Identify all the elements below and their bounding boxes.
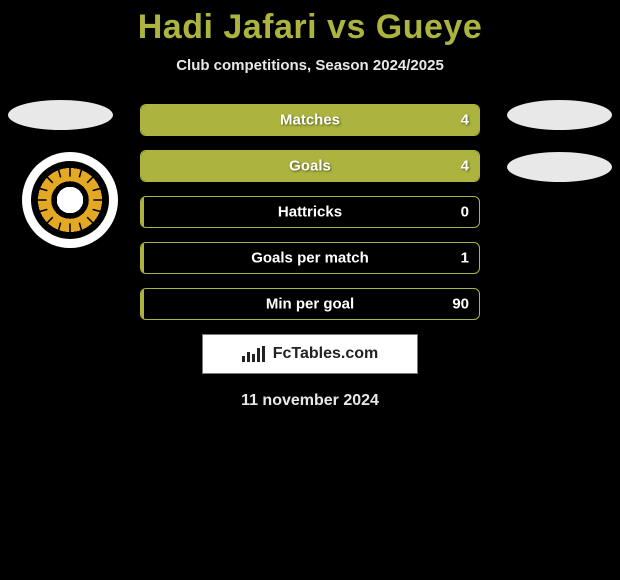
club-badge-icon — [31, 161, 109, 239]
stat-label: Goals — [141, 158, 479, 175]
stat-row: Min per goal 90 — [140, 288, 480, 320]
date-label: 11 november 2024 — [0, 392, 620, 410]
stat-value: 0 — [461, 204, 469, 221]
comparison-panel: Matches 4 Goals 4 Hattricks 0 Goals per … — [0, 104, 620, 410]
brand-box: FcTables.com — [202, 334, 418, 374]
stat-value: 90 — [452, 296, 469, 313]
club-badge — [22, 152, 118, 248]
player-right-placeholder-2 — [507, 152, 612, 182]
club-badge-rays-icon — [31, 161, 109, 239]
stat-value: 4 — [461, 112, 469, 129]
stat-row: Hattricks 0 — [140, 196, 480, 228]
player-right-placeholder-1 — [507, 100, 612, 130]
stat-row: Matches 4 — [140, 104, 480, 136]
stat-row: Goals 4 — [140, 150, 480, 182]
stat-row: Goals per match 1 — [140, 242, 480, 274]
page-title: Hadi Jafari vs Gueye — [0, 0, 620, 47]
brand-label: FcTables.com — [273, 345, 379, 363]
stat-label: Goals per match — [141, 250, 479, 267]
stat-rows: Matches 4 Goals 4 Hattricks 0 Goals per … — [140, 104, 480, 320]
stat-label: Min per goal — [141, 296, 479, 313]
player-left-placeholder — [8, 100, 113, 130]
brand-text: FcTables.com — [228, 339, 393, 369]
stat-label: Hattricks — [141, 204, 479, 221]
stat-label: Matches — [141, 112, 479, 129]
stat-value: 4 — [461, 158, 469, 175]
bar-chart-icon — [242, 346, 267, 362]
stat-value: 1 — [461, 250, 469, 267]
page-subtitle: Club competitions, Season 2024/2025 — [0, 57, 620, 74]
